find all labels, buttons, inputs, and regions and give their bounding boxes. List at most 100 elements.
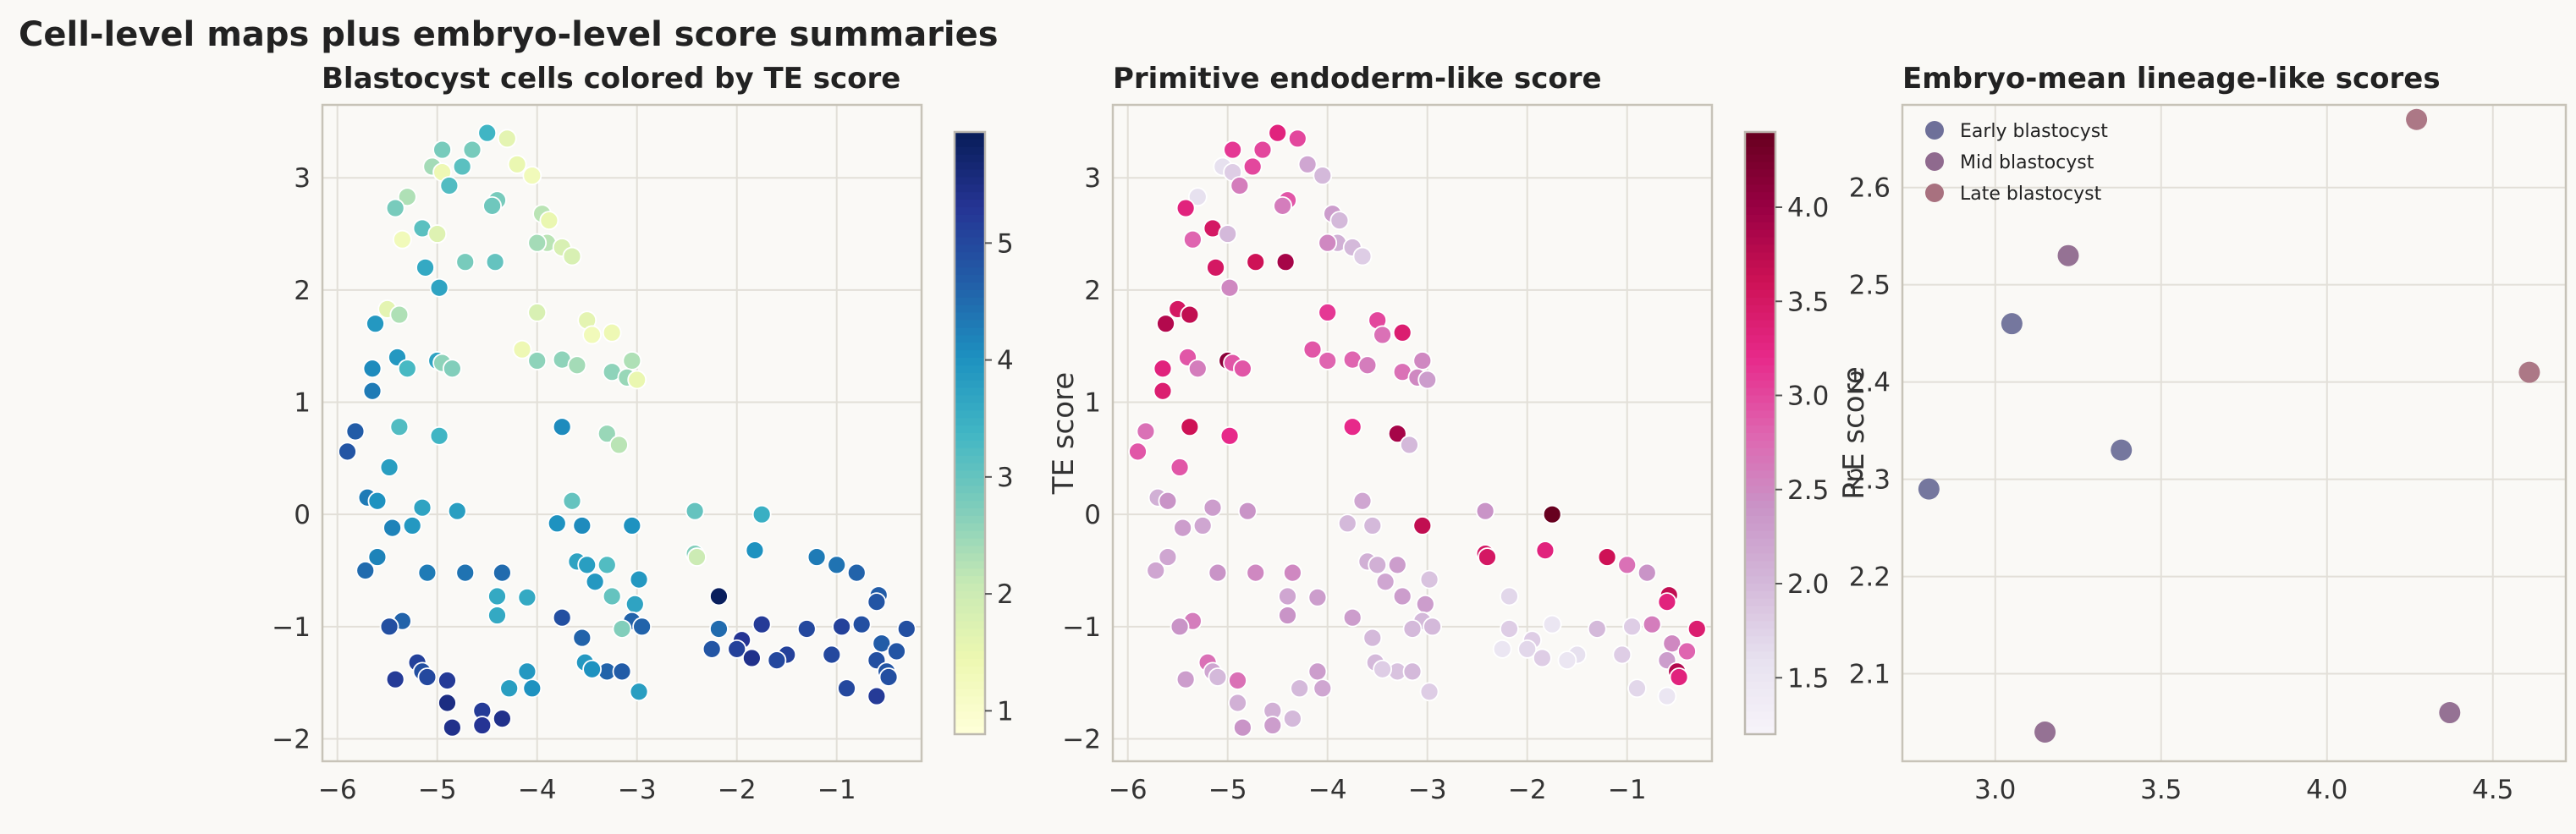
cell-point (851, 614, 872, 634)
cell-point (867, 686, 887, 706)
colorbar-segment (955, 229, 985, 239)
cell-point (1402, 661, 1423, 682)
cell-point (1342, 607, 1362, 628)
cell-point (1228, 671, 1247, 690)
cell-point (1352, 491, 1373, 511)
cell-point (455, 562, 476, 583)
colorbar-segment (1745, 222, 1775, 231)
colorbar-tick-label: 1 (997, 696, 1014, 727)
colorbar-segment (955, 440, 985, 449)
colorbar-segment (955, 455, 985, 464)
colorbar-segment (955, 493, 985, 502)
colorbar-segment (1745, 237, 1775, 246)
x-tick-label: −1 (1608, 775, 1647, 805)
te-axes-frame (321, 103, 923, 763)
embryo-point (1918, 478, 1940, 500)
cell-point (1387, 555, 1407, 575)
cell-point (597, 424, 617, 444)
cell-point (443, 359, 462, 379)
colorbar-segment (955, 447, 985, 457)
colorbar-segment (1745, 696, 1775, 705)
cell-point (1313, 678, 1333, 699)
te-colorbar: 1 2 3 4 5 TE score (953, 130, 1081, 736)
cell-point (1223, 140, 1242, 160)
cell-point (1362, 628, 1383, 648)
colorbar-segment (955, 704, 985, 713)
cell-point (1669, 667, 1689, 687)
colorbar-segment (1745, 418, 1775, 426)
colorbar-segment (955, 727, 985, 735)
colorbar-segment (1745, 553, 1775, 562)
colorbar-segment (1745, 673, 1775, 683)
cell-point (472, 716, 493, 735)
colorbar-segment (955, 681, 985, 690)
cell-point (1153, 381, 1173, 401)
colorbar-segment (1745, 501, 1775, 509)
embryo-points (1918, 108, 2540, 743)
cell-point (482, 195, 502, 216)
cell-point (1357, 355, 1378, 376)
colorbar-segment (1745, 644, 1775, 652)
colorbar-segment (955, 365, 985, 374)
colorbar-segment (1745, 727, 1775, 735)
colorbar-segment (1745, 252, 1775, 261)
legend-label: Mid blastocyst (1960, 152, 2094, 173)
cell-point (429, 425, 449, 446)
cell-point (527, 303, 548, 322)
cell-point (1475, 501, 1495, 521)
colorbar-segment (1745, 681, 1775, 690)
y-tick-label: −2 (272, 724, 311, 754)
cell-point (1283, 709, 1302, 728)
colorbar-segment (955, 584, 985, 592)
cell-point (443, 717, 462, 738)
colorbar-segment (1745, 387, 1775, 397)
cell-point (1373, 325, 1392, 345)
cell-point (1535, 540, 1555, 561)
cell-point (355, 561, 376, 580)
cell-point (622, 351, 642, 370)
colorbar-segment (1745, 162, 1775, 171)
embryo-point (2111, 439, 2133, 461)
cell-point (1542, 614, 1562, 634)
cell-point (338, 442, 357, 462)
colorbar-segment (1745, 297, 1775, 306)
colorbar-segment (1745, 628, 1775, 638)
cell-point (685, 501, 705, 521)
colorbar-segment (955, 463, 985, 472)
colorbar-segment (955, 237, 985, 246)
y-tick-label: 1 (294, 388, 311, 419)
colorbar-segment (1745, 358, 1775, 366)
colorbar-segment (955, 470, 985, 480)
colorbar-segment (1745, 350, 1775, 359)
cell-point (1192, 516, 1213, 535)
colorbar-segment (955, 192, 985, 200)
cell-point (402, 516, 422, 535)
cell-point (709, 619, 729, 639)
colorbar-frame (1743, 130, 1777, 736)
embryo-point (2518, 361, 2540, 383)
cell-point (517, 587, 537, 607)
x-tick-label: −2 (718, 775, 757, 805)
x-tick-label: −5 (418, 775, 457, 805)
embryo-gridlines (1902, 105, 2566, 761)
colorbar-tick-label: 2 (997, 579, 1014, 610)
colorbar-segment (955, 200, 985, 208)
colorbar-segment (1745, 320, 1775, 329)
y-tick-label: 0 (294, 500, 311, 530)
cell-point (629, 569, 649, 590)
cell-point (602, 586, 622, 606)
cell-point (622, 516, 642, 535)
colorbar-label: PrE score (1837, 366, 1871, 500)
cell-point (362, 359, 383, 379)
colorbar-segment (1745, 463, 1775, 472)
colorbar-segment (955, 350, 985, 359)
cell-point (1500, 619, 1519, 639)
cell-point (1278, 606, 1297, 625)
cell-point (1187, 187, 1208, 207)
colorbar-segment (955, 530, 985, 540)
pre-points (1128, 123, 1707, 738)
embryo-point (2057, 244, 2079, 266)
cell-point (827, 555, 847, 575)
colorbar-tick-label: 4.0 (1787, 193, 1829, 223)
cell-point (582, 325, 602, 345)
